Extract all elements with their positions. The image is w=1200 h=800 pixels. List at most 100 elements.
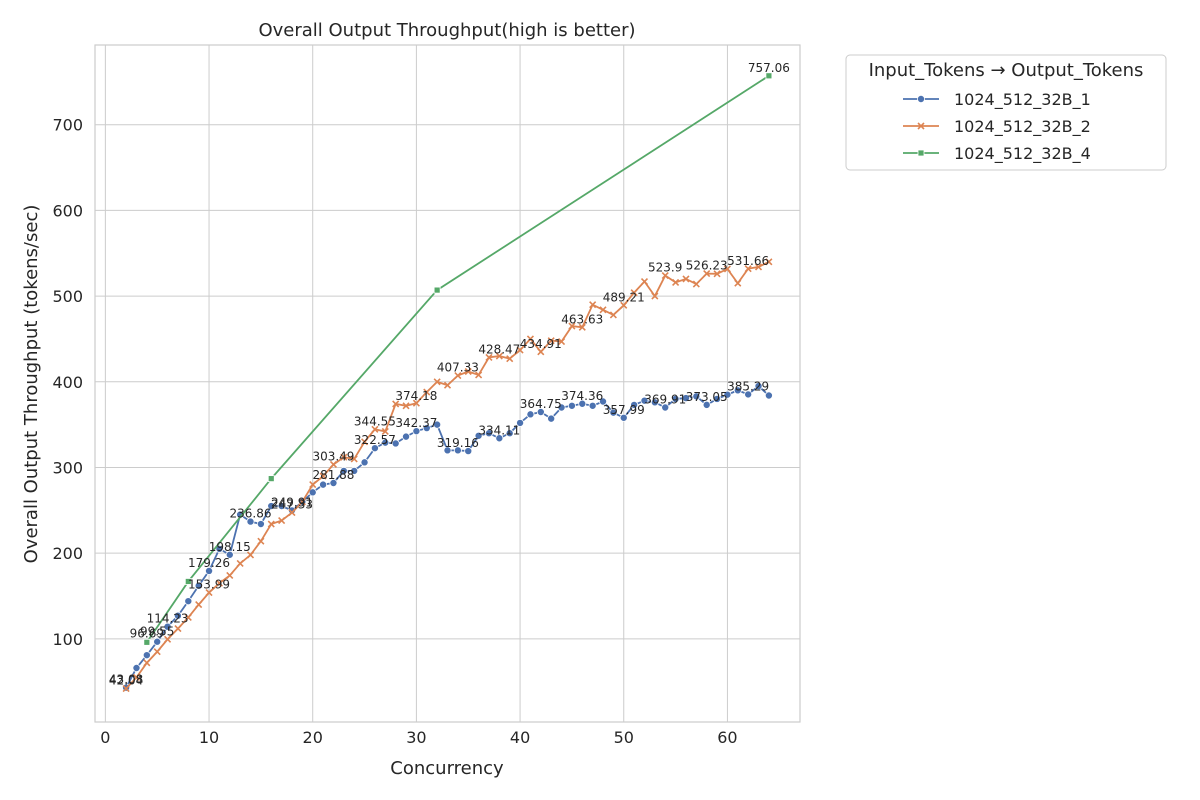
series-1024_512_32B_4	[143, 72, 773, 646]
data-point	[713, 394, 722, 403]
data-point	[412, 399, 420, 407]
y-tick-label: 700	[52, 116, 83, 135]
data-point	[630, 289, 638, 297]
data-point	[153, 637, 162, 646]
data-label: 463.63	[561, 312, 603, 326]
data-point	[194, 581, 203, 590]
data-point	[536, 407, 545, 416]
data-point	[246, 517, 255, 526]
data-point	[568, 322, 576, 330]
y-tick-label: 300	[52, 458, 83, 477]
data-point	[619, 413, 628, 422]
data-point	[319, 480, 328, 489]
data-point	[692, 280, 700, 288]
data-label: 489.21	[603, 290, 645, 304]
data-point	[287, 506, 296, 515]
data-point	[402, 432, 411, 441]
data-label: 757.06	[748, 61, 790, 75]
legend-entry: 1024_512_32B_4	[903, 144, 1091, 164]
data-point	[215, 544, 224, 553]
data-point	[640, 277, 649, 286]
series-line	[146, 75, 770, 643]
data-point	[205, 566, 214, 575]
data-point	[474, 431, 483, 440]
data-point	[422, 424, 431, 433]
series-line	[125, 384, 770, 689]
data-label: 236.86	[230, 507, 272, 521]
data-point	[464, 367, 472, 376]
data-point	[516, 346, 524, 354]
legend-label: 1024_512_32B_2	[954, 117, 1091, 137]
data-label: 281.88	[312, 468, 354, 482]
series-lines	[122, 72, 773, 693]
data-label: 42.04	[109, 674, 143, 688]
data-label: 364.75	[520, 397, 562, 411]
data-label: 114.23	[147, 612, 189, 626]
data-point	[184, 597, 193, 606]
data-point	[226, 571, 234, 580]
data-point	[122, 685, 130, 693]
data-point	[132, 673, 141, 682]
data-point	[360, 458, 369, 467]
data-label: 334.11	[478, 423, 520, 437]
data-label: 385.29	[727, 379, 769, 393]
data-point	[547, 414, 556, 423]
data-point	[174, 625, 182, 633]
x-tick-label: 30	[406, 728, 426, 747]
data-point	[288, 509, 296, 517]
data-point	[329, 460, 338, 469]
data-point	[578, 323, 586, 331]
data-point	[309, 481, 317, 489]
data-point	[339, 466, 348, 475]
data-point	[620, 301, 628, 309]
data-point	[360, 438, 369, 446]
data-point	[350, 455, 358, 463]
data-point	[278, 517, 286, 525]
series-line	[125, 261, 770, 690]
data-point	[734, 279, 742, 287]
data-point	[744, 265, 752, 273]
data-point	[329, 479, 338, 488]
data-point	[754, 263, 763, 271]
legend-title: Input_Tokens → Output_Tokens	[869, 60, 1144, 81]
x-tick-labels: 0 10 20 30 40 50 60	[100, 728, 737, 747]
data-label: 344.55	[354, 414, 396, 428]
data-point	[713, 270, 721, 278]
data-point	[526, 335, 535, 343]
data-point	[164, 635, 172, 643]
y-tick-labels: 100 200 300 400 500 600 700	[52, 116, 83, 649]
y-tick-label: 200	[52, 544, 83, 563]
data-point	[651, 292, 659, 300]
data-point	[723, 265, 731, 273]
data-label: 373.05	[686, 390, 728, 404]
y-tick-label: 400	[52, 373, 83, 392]
data-point	[723, 390, 732, 399]
data-label: 342.37	[395, 416, 437, 430]
data-label: 96.69	[130, 627, 164, 641]
data-point	[350, 466, 359, 475]
gridlines	[95, 45, 800, 722]
data-point	[506, 355, 514, 363]
data-point	[692, 392, 701, 401]
data-point	[184, 578, 192, 585]
legend-box	[845, 54, 1167, 171]
data-point	[733, 386, 742, 395]
data-point	[433, 286, 441, 294]
data-point	[195, 601, 203, 609]
data-point	[681, 394, 690, 403]
data-point	[505, 429, 514, 438]
data-point	[423, 388, 431, 396]
data-point	[257, 537, 265, 545]
x-tick-label: 50	[614, 728, 634, 747]
data-point	[567, 401, 576, 410]
data-point	[142, 651, 151, 660]
data-point	[702, 400, 711, 409]
data-point	[184, 613, 192, 622]
data-point	[298, 498, 306, 506]
data-point	[917, 149, 925, 157]
data-point	[277, 502, 286, 511]
data-point	[557, 403, 566, 412]
data-point	[443, 446, 452, 455]
